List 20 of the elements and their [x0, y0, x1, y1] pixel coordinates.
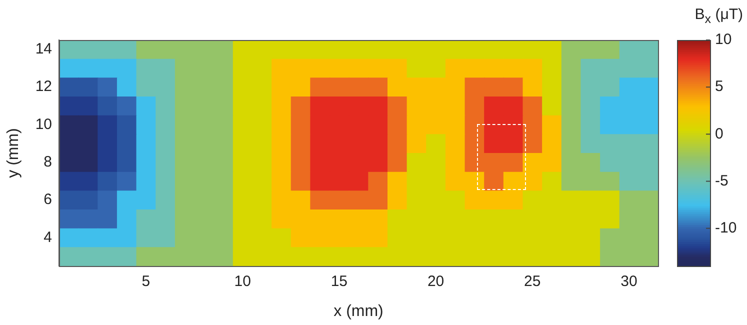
y-tick-label: 6	[44, 191, 52, 208]
y-axis-title: y (mm)	[5, 128, 22, 178]
x-tick-label: 15	[330, 273, 348, 290]
color-bar-label: -5	[715, 172, 728, 190]
x-tick-label: 5	[142, 273, 150, 290]
color-bar-label: -10	[715, 219, 737, 236]
color-bar-label: 10	[715, 31, 732, 48]
y-tick-label: 14	[35, 40, 52, 58]
x-tick-label: 30	[620, 273, 638, 290]
color-bar-label: 5	[715, 78, 724, 96]
y-tick-label: 12	[35, 78, 52, 96]
color-bar-label: 0	[715, 125, 724, 142]
y-tick-label: 10	[35, 116, 52, 133]
color-bar-title: B$_{x}$ (μT)	[694, 6, 743, 26]
y-tick-label: 8	[44, 154, 52, 171]
x-tick-label: 10	[234, 273, 251, 290]
x-tick-label: 25	[524, 273, 541, 290]
y-tick-label: 4	[44, 228, 52, 246]
x-tick-label: 20	[427, 273, 444, 290]
x-axis-title: x (mm)	[334, 302, 384, 320]
